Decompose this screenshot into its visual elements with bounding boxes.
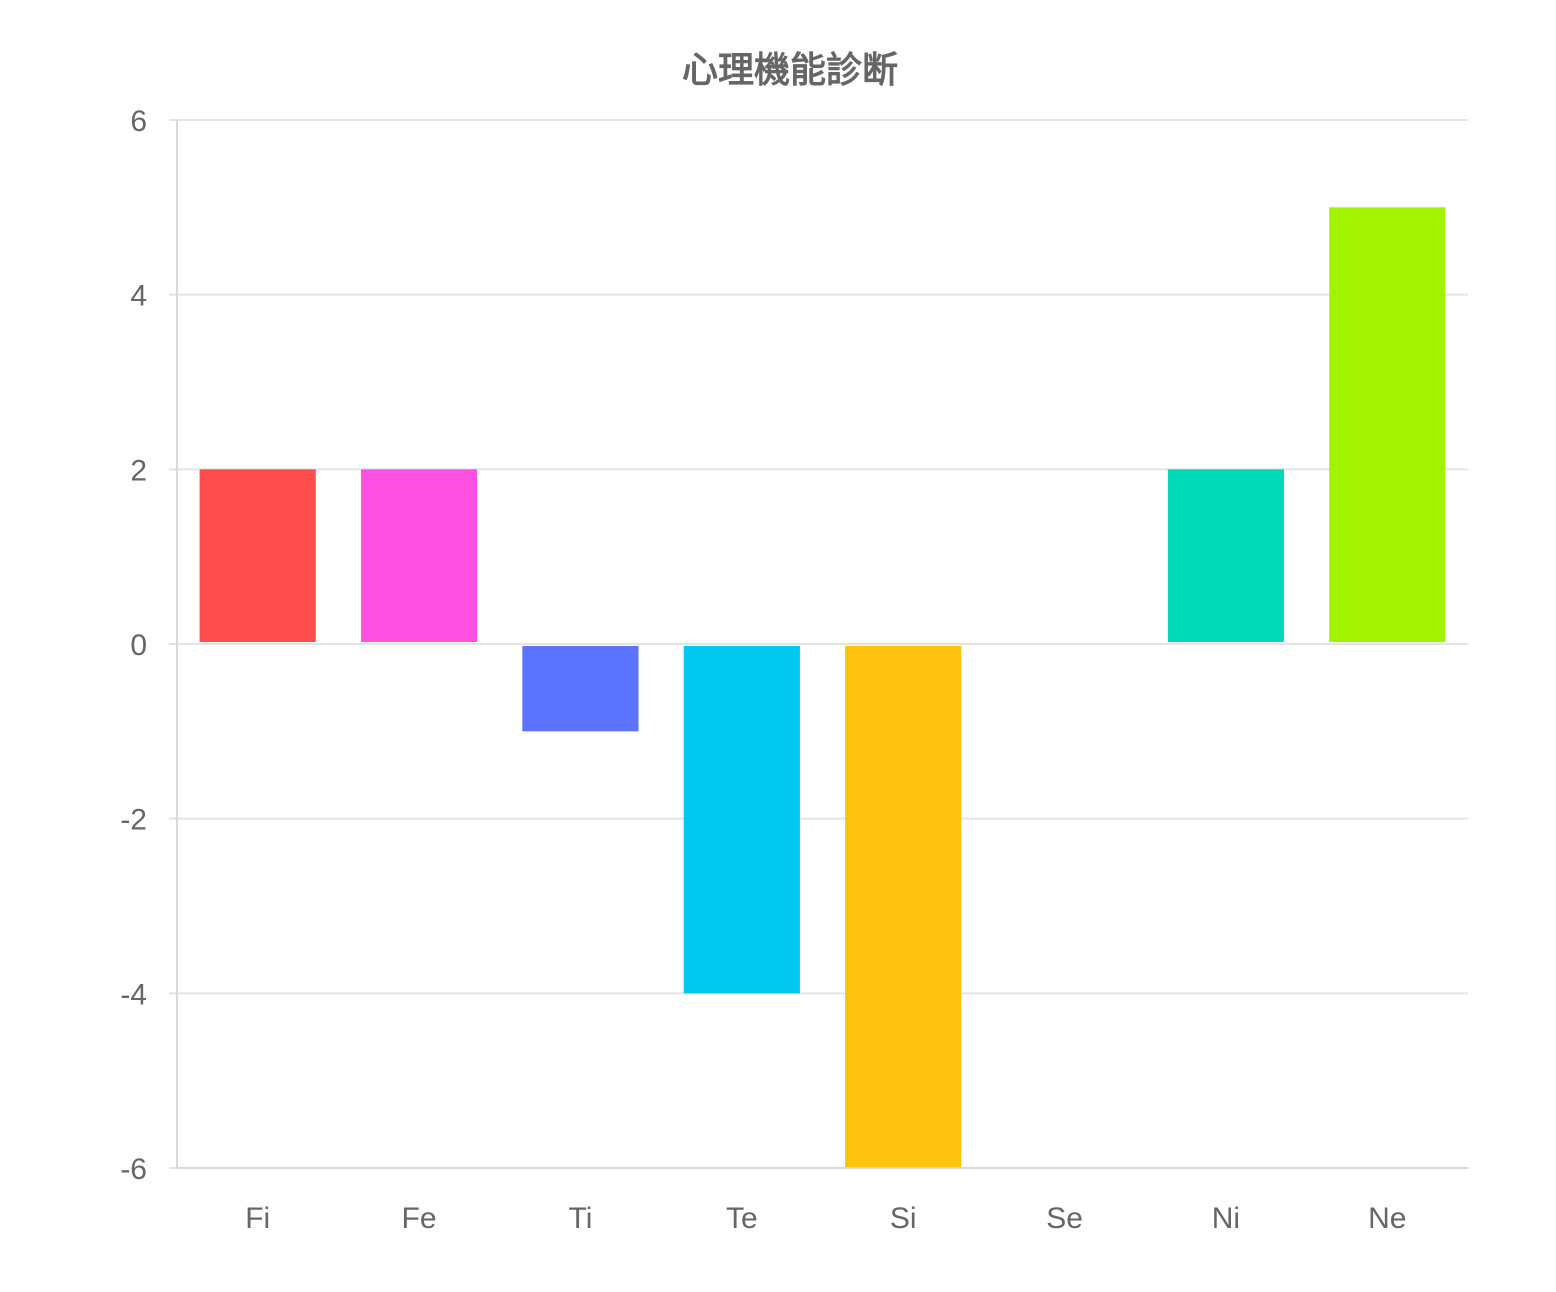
chart-title: 心理機能診断 [682, 50, 898, 91]
y-tick-label: -4 [120, 978, 147, 1011]
x-axis-tick-labels: Fi Fe Ti Te Si Se Ni Ne [245, 1202, 1406, 1235]
bars [199, 207, 1446, 1168]
x-tick-label: Ni [1212, 1202, 1240, 1235]
x-tick-label: Fi [245, 1202, 270, 1235]
x-tick-label: Si [890, 1202, 917, 1235]
axes [176, 120, 1468, 1169]
y-tick-label: -6 [120, 1153, 147, 1186]
y-tick-label: 6 [130, 105, 147, 138]
x-tick-label: Te [726, 1202, 758, 1235]
grid-lines [169, 119, 1468, 1169]
y-tick-label: -2 [120, 804, 147, 837]
bar-si[interactable] [845, 646, 962, 1168]
x-tick-label: Fe [402, 1202, 437, 1235]
bar-fe[interactable] [360, 469, 478, 642]
y-axis-tick-labels: 6 4 2 0 -2 -4 -6 [120, 105, 147, 1186]
x-tick-label: Se [1046, 1202, 1083, 1235]
bar-ni[interactable] [1167, 469, 1285, 642]
bar-ti[interactable] [522, 646, 639, 732]
bar-ne[interactable] [1329, 207, 1446, 643]
bar-te[interactable] [683, 646, 800, 994]
bar-fi[interactable] [199, 469, 316, 642]
y-tick-label: 4 [130, 280, 147, 313]
y-tick-label: 0 [130, 629, 147, 662]
y-tick-label: 2 [130, 454, 147, 487]
x-tick-label: Ne [1368, 1202, 1406, 1235]
x-tick-label: Ti [568, 1202, 592, 1235]
